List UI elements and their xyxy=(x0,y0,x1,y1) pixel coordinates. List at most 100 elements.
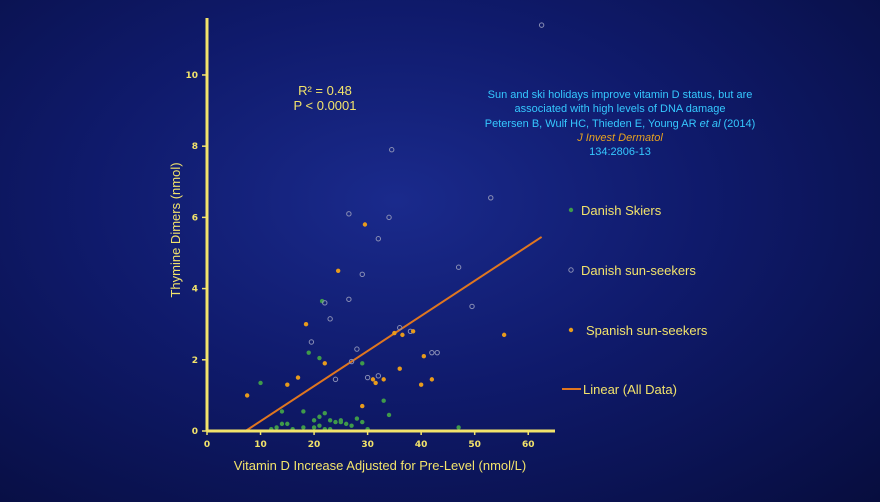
data-point-danish-skiers xyxy=(317,414,322,419)
data-point-danish-skiers xyxy=(317,423,322,428)
citation-etal: et al xyxy=(700,118,721,130)
data-point-spanish-sunseekers xyxy=(370,377,376,382)
data-point-spanish-sunseekers xyxy=(303,321,309,327)
data-point-danish-skiers xyxy=(338,419,344,425)
x-tick-label: 0 xyxy=(204,440,210,450)
citation-title-line1: Sun and ski holidays improve vitamin D s… xyxy=(488,89,753,101)
data-point-spanish-sunseekers xyxy=(501,332,507,338)
data-point-spanish-sunseekers xyxy=(285,382,290,387)
data-point-danish-sunseekers xyxy=(354,346,360,352)
x-axis-title: Vitamin D Increase Adjusted for Pre-Leve… xyxy=(234,458,526,473)
data-point-danish-sunseekers xyxy=(434,349,440,356)
data-point-spanish-sunseekers xyxy=(397,366,402,371)
data-point-danish-skiers xyxy=(279,421,285,427)
data-point-spanish-sunseekers xyxy=(335,268,341,273)
data-point-spanish-sunseekers xyxy=(244,393,250,398)
data-point-danish-sunseekers xyxy=(322,300,328,306)
data-point-danish-sunseekers xyxy=(375,373,382,379)
data-point-danish-skiers xyxy=(354,416,360,421)
data-point-spanish-sunseekers xyxy=(381,377,386,382)
data-point-danish-sunseekers xyxy=(488,195,494,201)
data-point-spanish-sunseekers xyxy=(295,375,301,380)
data-point-danish-sunseekers xyxy=(332,376,339,383)
journal-name: J Invest Dermatol xyxy=(576,132,663,144)
data-point-danish-sunseekers xyxy=(348,358,355,365)
y-tick-label: 0 xyxy=(192,427,198,437)
y-tick-label: 4 xyxy=(192,285,198,295)
legend-label-danish-skiers: Danish Skiers xyxy=(581,203,662,218)
data-point-danish-sunseekers xyxy=(308,339,315,345)
data-point-danish-skiers xyxy=(306,350,311,355)
y-tick-label: 6 xyxy=(192,213,198,223)
legend-label-spanish-sunseekers: Spanish sun-seekers xyxy=(586,323,708,338)
data-point-danish-skiers xyxy=(311,418,317,423)
data-point-danish-sunseekers xyxy=(389,147,395,153)
data-point-danish-sunseekers xyxy=(346,211,352,217)
data-point-danish-skiers xyxy=(258,380,263,386)
data-point-danish-skiers xyxy=(386,412,392,418)
data-point-danish-skiers xyxy=(327,418,333,423)
data-point-danish-skiers xyxy=(319,298,325,304)
data-point-danish-skiers xyxy=(274,425,279,430)
data-point-spanish-sunseekers xyxy=(392,330,397,336)
legend-marker-danish-sunseekers xyxy=(568,267,574,273)
legend-label-danish-sunseekers: Danish sun-seekers xyxy=(581,263,696,278)
data-point-danish-skiers xyxy=(360,361,365,366)
data-point-danish-sunseekers xyxy=(386,214,392,221)
data-point-spanish-sunseekers xyxy=(362,222,368,227)
legend-marker-danish-skiers xyxy=(568,207,574,213)
data-point-spanish-sunseekers xyxy=(360,403,365,409)
p-value-label: P < 0.0001 xyxy=(293,98,356,113)
data-point-danish-sunseekers xyxy=(397,325,403,331)
data-point-danish-sunseekers xyxy=(455,264,462,270)
data-point-danish-skiers xyxy=(317,355,322,361)
data-point-danish-skiers xyxy=(456,425,461,430)
y-tick-label: 8 xyxy=(192,142,198,152)
citation-block: Sun and ski holidays improve vitamin D s… xyxy=(485,89,756,158)
data-point-spanish-sunseekers xyxy=(410,329,416,334)
y-tick-label: 2 xyxy=(192,356,198,366)
data-point-danish-skiers xyxy=(360,419,365,425)
data-point-danish-skiers xyxy=(301,425,306,430)
data-point-spanish-sunseekers xyxy=(400,332,405,338)
legend-label-trendline: Linear (All Data) xyxy=(583,382,677,397)
y-tick-label: 10 xyxy=(185,71,198,81)
data-point-danish-skiers xyxy=(349,423,354,428)
citation-title-line2: associated with high levels of DNA damag… xyxy=(515,103,726,115)
data-point-spanish-sunseekers xyxy=(322,361,327,366)
data-point-danish-skiers xyxy=(333,419,338,425)
legend-marker-spanish-sunseekers xyxy=(568,327,574,333)
data-point-spanish-sunseekers xyxy=(373,380,378,386)
x-tick-label: 60 xyxy=(522,440,535,450)
data-point-danish-sunseekers xyxy=(469,303,475,310)
data-point-danish-skiers xyxy=(279,409,285,414)
data-point-danish-sunseekers xyxy=(429,349,435,356)
x-tick-label: 40 xyxy=(415,440,428,450)
x-tick-label: 20 xyxy=(308,440,321,450)
citation-authors: Petersen B, Wulf HC, Thieden E, Young AR xyxy=(485,118,697,130)
journal-volume: 134:2806-13 xyxy=(589,146,651,158)
data-point-danish-sunseekers xyxy=(375,236,382,242)
data-point-spanish-sunseekers xyxy=(421,354,427,359)
citation-year: (2014) xyxy=(723,118,755,130)
x-tick-label: 50 xyxy=(468,440,481,450)
data-point-danish-skiers xyxy=(285,421,290,427)
y-axis-title: Thymine Dimers (nmol) xyxy=(168,162,183,297)
data-point-danish-skiers xyxy=(301,409,306,414)
data-point-danish-skiers xyxy=(381,398,386,403)
r-squared-label: R² = 0.48 xyxy=(298,83,352,98)
data-point-danish-sunseekers xyxy=(359,271,365,278)
data-point-danish-sunseekers xyxy=(538,22,545,28)
data-point-spanish-sunseekers xyxy=(418,382,424,387)
data-point-danish-skiers xyxy=(322,410,327,416)
data-point-danish-sunseekers xyxy=(364,374,371,381)
legend: Danish Skiers Danish sun-seekers Spanish… xyxy=(562,203,708,397)
citation-authors-line: Petersen B, Wulf HC, Thieden E, Young AR… xyxy=(485,118,756,130)
data-point-danish-sunseekers xyxy=(346,296,352,302)
data-point-danish-sunseekers xyxy=(327,316,333,322)
data-point-spanish-sunseekers xyxy=(429,377,435,382)
x-tick-label: 30 xyxy=(361,440,374,450)
data-point-danish-skiers xyxy=(344,421,349,427)
data-point-danish-skiers xyxy=(311,425,317,430)
